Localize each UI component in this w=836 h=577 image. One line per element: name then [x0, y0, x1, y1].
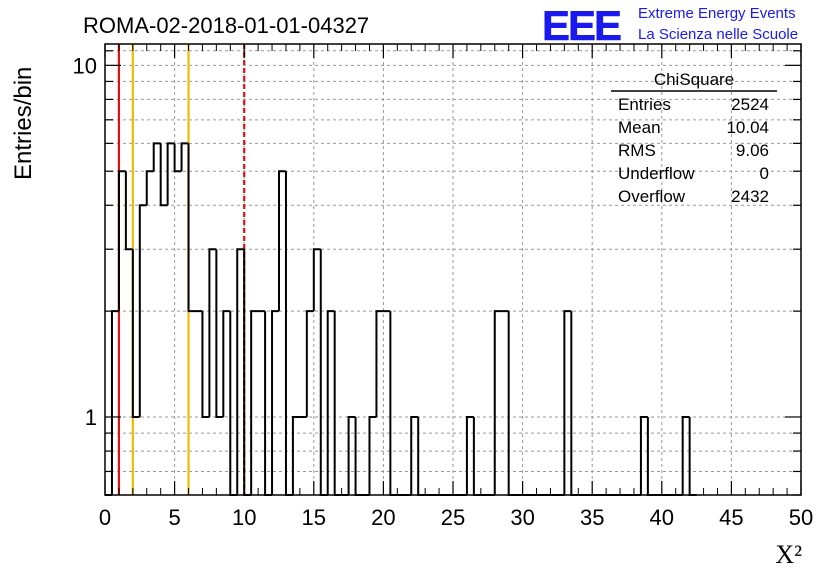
- histogram-bin: [271, 310, 279, 495]
- eee-logo: EEE: [542, 2, 621, 49]
- histogram-bin: [681, 415, 690, 495]
- stats-label: Entries: [618, 95, 671, 114]
- x-tick-label: 15: [302, 505, 326, 530]
- logo-subtitle-2: La Scienza nelle Scuole: [638, 26, 798, 43]
- histogram-bin: [410, 415, 419, 495]
- histogram-bin: [236, 248, 245, 495]
- histogram-bin: [688, 416, 697, 496]
- histogram-bin: [138, 204, 147, 417]
- stats-value: 0: [760, 164, 769, 183]
- reference-lines: [117, 44, 246, 495]
- x-tick-label: 45: [719, 505, 743, 530]
- histogram-bin: [305, 310, 314, 417]
- histogram-bin: [222, 310, 231, 417]
- histogram-bin: [180, 142, 189, 172]
- stats-label: RMS: [618, 141, 656, 160]
- y-tick-label: 1: [85, 405, 97, 430]
- stats-title: ChiSquare: [654, 70, 734, 89]
- histogram-bars: [105, 142, 697, 496]
- histogram-bin: [152, 142, 161, 172]
- stats-label: Underflow: [618, 164, 695, 183]
- x-tick-label: 30: [510, 505, 534, 530]
- histogram-bin: [284, 171, 293, 496]
- x-axis-label: X²: [775, 540, 802, 569]
- x-tick-label: 5: [168, 505, 180, 530]
- histogram-bin: [159, 143, 168, 207]
- histogram-bin: [417, 416, 426, 496]
- histogram-bin: [347, 415, 356, 495]
- stats-value: 10.04: [726, 118, 769, 137]
- histogram-bin: [639, 415, 648, 495]
- x-tick-label: 35: [580, 505, 604, 530]
- histogram-bin: [465, 415, 474, 495]
- histogram-bin: [215, 249, 224, 418]
- stats-box: ChiSquare Entries 2524 Mean 10.04 RMS 9.06 Und…: [611, 70, 777, 206]
- histogram-bin: [375, 310, 384, 417]
- histogram-bin: [145, 170, 154, 206]
- chart-title: ROMA-02-2018-01-01-04327: [83, 13, 369, 38]
- stats-value: 2524: [731, 95, 769, 114]
- stats-label: Overflow: [618, 187, 686, 206]
- histogram-bin: [173, 143, 182, 173]
- y-tick-label: 10: [73, 53, 97, 78]
- histogram-bin: [368, 415, 377, 495]
- histogram-bin: [333, 311, 342, 496]
- histogram-bin: [472, 416, 481, 496]
- histogram-bin: [389, 311, 398, 496]
- axis-ticks: [104, 44, 802, 496]
- histogram-bin: [326, 310, 335, 495]
- stats-label: Mean: [618, 118, 661, 137]
- histogram-bin: [250, 310, 259, 495]
- histogram-bin: [201, 311, 210, 418]
- histogram-bin: [354, 416, 363, 496]
- histogram-bin: [208, 248, 217, 417]
- x-tick-label: 20: [371, 505, 395, 530]
- histogram-bin: [312, 248, 321, 312]
- stats-value: 9.06: [736, 141, 769, 160]
- histogram-bin: [278, 170, 286, 312]
- histogram-bin: [124, 171, 133, 251]
- stats-value: 2432: [731, 187, 769, 206]
- x-tick-label: 25: [441, 505, 465, 530]
- stats-rows: Entries 2524 Mean 10.04 RMS 9.06 Underflow 0 Ove…: [618, 95, 769, 206]
- histogram-bin: [507, 311, 516, 496]
- histogram-bin: [166, 142, 175, 206]
- histogram-bin: [264, 311, 273, 496]
- x-tick-label: 50: [789, 505, 813, 530]
- histogram-bin: [291, 415, 300, 495]
- y-axis-label: Entries/bin: [10, 67, 37, 180]
- x-tick-label: 10: [232, 505, 256, 530]
- histogram-bin: [563, 310, 572, 495]
- histogram-bin: [493, 310, 502, 495]
- x-tick-label: 40: [650, 505, 674, 530]
- histogram-bin: [187, 143, 196, 313]
- histogram-bin: [646, 416, 655, 496]
- histogram-bin: [117, 170, 126, 312]
- histogram-bin: [229, 311, 238, 496]
- histogram-bin: [319, 249, 328, 496]
- histogram-bin: [131, 249, 140, 418]
- tick-labels: 0 5 10 15 20 25 30 35 40 45 50 1 10: [73, 53, 814, 530]
- histogram-bin: [570, 311, 579, 496]
- x-tick-label: 0: [99, 505, 111, 530]
- logo-subtitle-1: Extreme Energy Events: [638, 5, 796, 22]
